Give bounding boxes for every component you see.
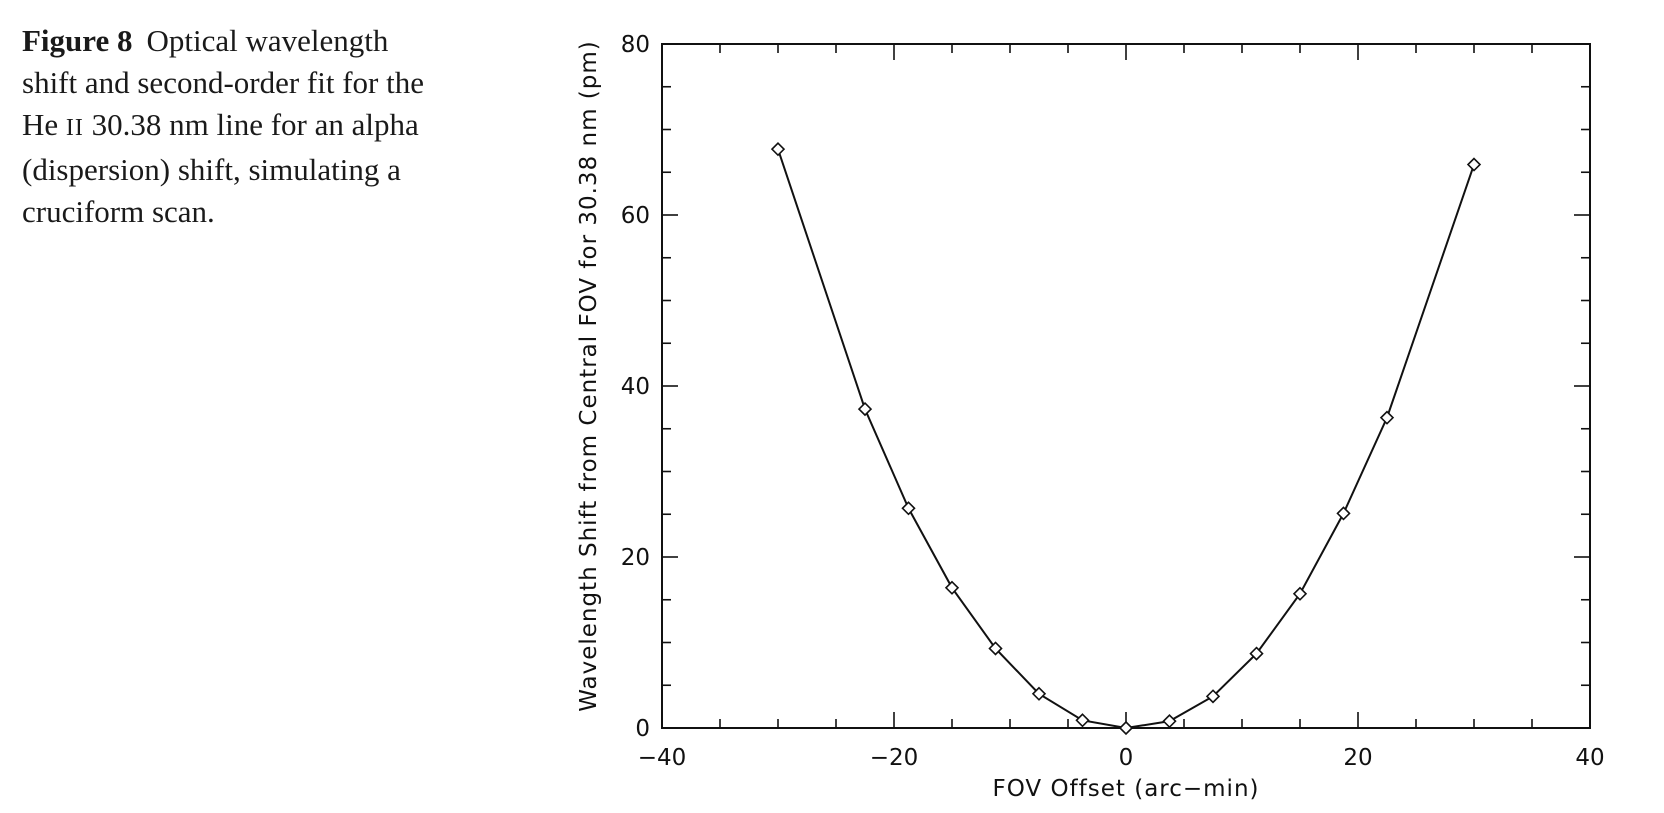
data-point-marker <box>1336 506 1351 521</box>
x-tick-label: 0 <box>1119 745 1134 771</box>
caption-text-3-post: 30.38 nm line for an alpha <box>83 107 419 142</box>
data-point-marker <box>1379 410 1395 425</box>
y-axis-title: Wavelength Shift from Central FOV for 30… <box>576 40 602 712</box>
series-line <box>777 148 1475 730</box>
y-tick-label: 0 <box>635 716 650 742</box>
caption-line-5: cruciform scan. <box>22 194 215 229</box>
caption-text-3-pre: He <box>22 107 66 142</box>
data-point-marker <box>1075 713 1090 728</box>
figure-label: Figure 8 <box>22 23 133 58</box>
data-point-marker <box>1031 686 1047 701</box>
data-point-marker <box>1162 714 1177 729</box>
caption-line-1: Figure 8 Optical wavelength <box>22 20 502 62</box>
data-point-marker <box>1466 157 1482 172</box>
data-point-marker <box>857 401 873 417</box>
caption-line-3: He II 30.38 nm line for an alpha <box>22 104 502 149</box>
data-point-marker <box>1249 646 1264 661</box>
x-tick-label: 20 <box>1343 745 1372 771</box>
caption-line-4: (dispersion) shift, simulating a <box>22 152 401 187</box>
plot-frame <box>661 43 1591 729</box>
y-tick-label: 40 <box>621 374 650 400</box>
ion-stage: II <box>65 115 84 141</box>
data-point-marker <box>1205 689 1221 704</box>
data-point-marker <box>988 641 1003 656</box>
series-markers <box>770 142 1482 736</box>
data-point-marker <box>1292 586 1308 601</box>
tick-labels: −40 −20 0 20 40 0 20 40 60 80 <box>621 32 1605 771</box>
x-tick-label: −40 <box>638 745 687 771</box>
axis-ticks <box>661 43 1591 729</box>
caption-line-2: shift and second-order fit for the <box>22 65 425 100</box>
data-point-marker <box>901 501 916 516</box>
data-point-marker <box>1118 720 1134 736</box>
x-axis-title: FOV Offset (arc−min) <box>992 776 1259 802</box>
y-tick-label: 60 <box>621 203 650 229</box>
caption-text-1: Optical wavelength <box>146 23 389 58</box>
x-tick-label: −20 <box>870 745 919 771</box>
data-point-marker <box>770 142 786 157</box>
x-tick-label: 40 <box>1575 745 1604 771</box>
y-tick-label: 80 <box>621 32 650 58</box>
data-point-marker <box>944 580 960 595</box>
y-tick-label: 20 <box>621 545 650 571</box>
figure-caption: Figure 8 Optical wavelength shift and sec… <box>22 20 502 233</box>
